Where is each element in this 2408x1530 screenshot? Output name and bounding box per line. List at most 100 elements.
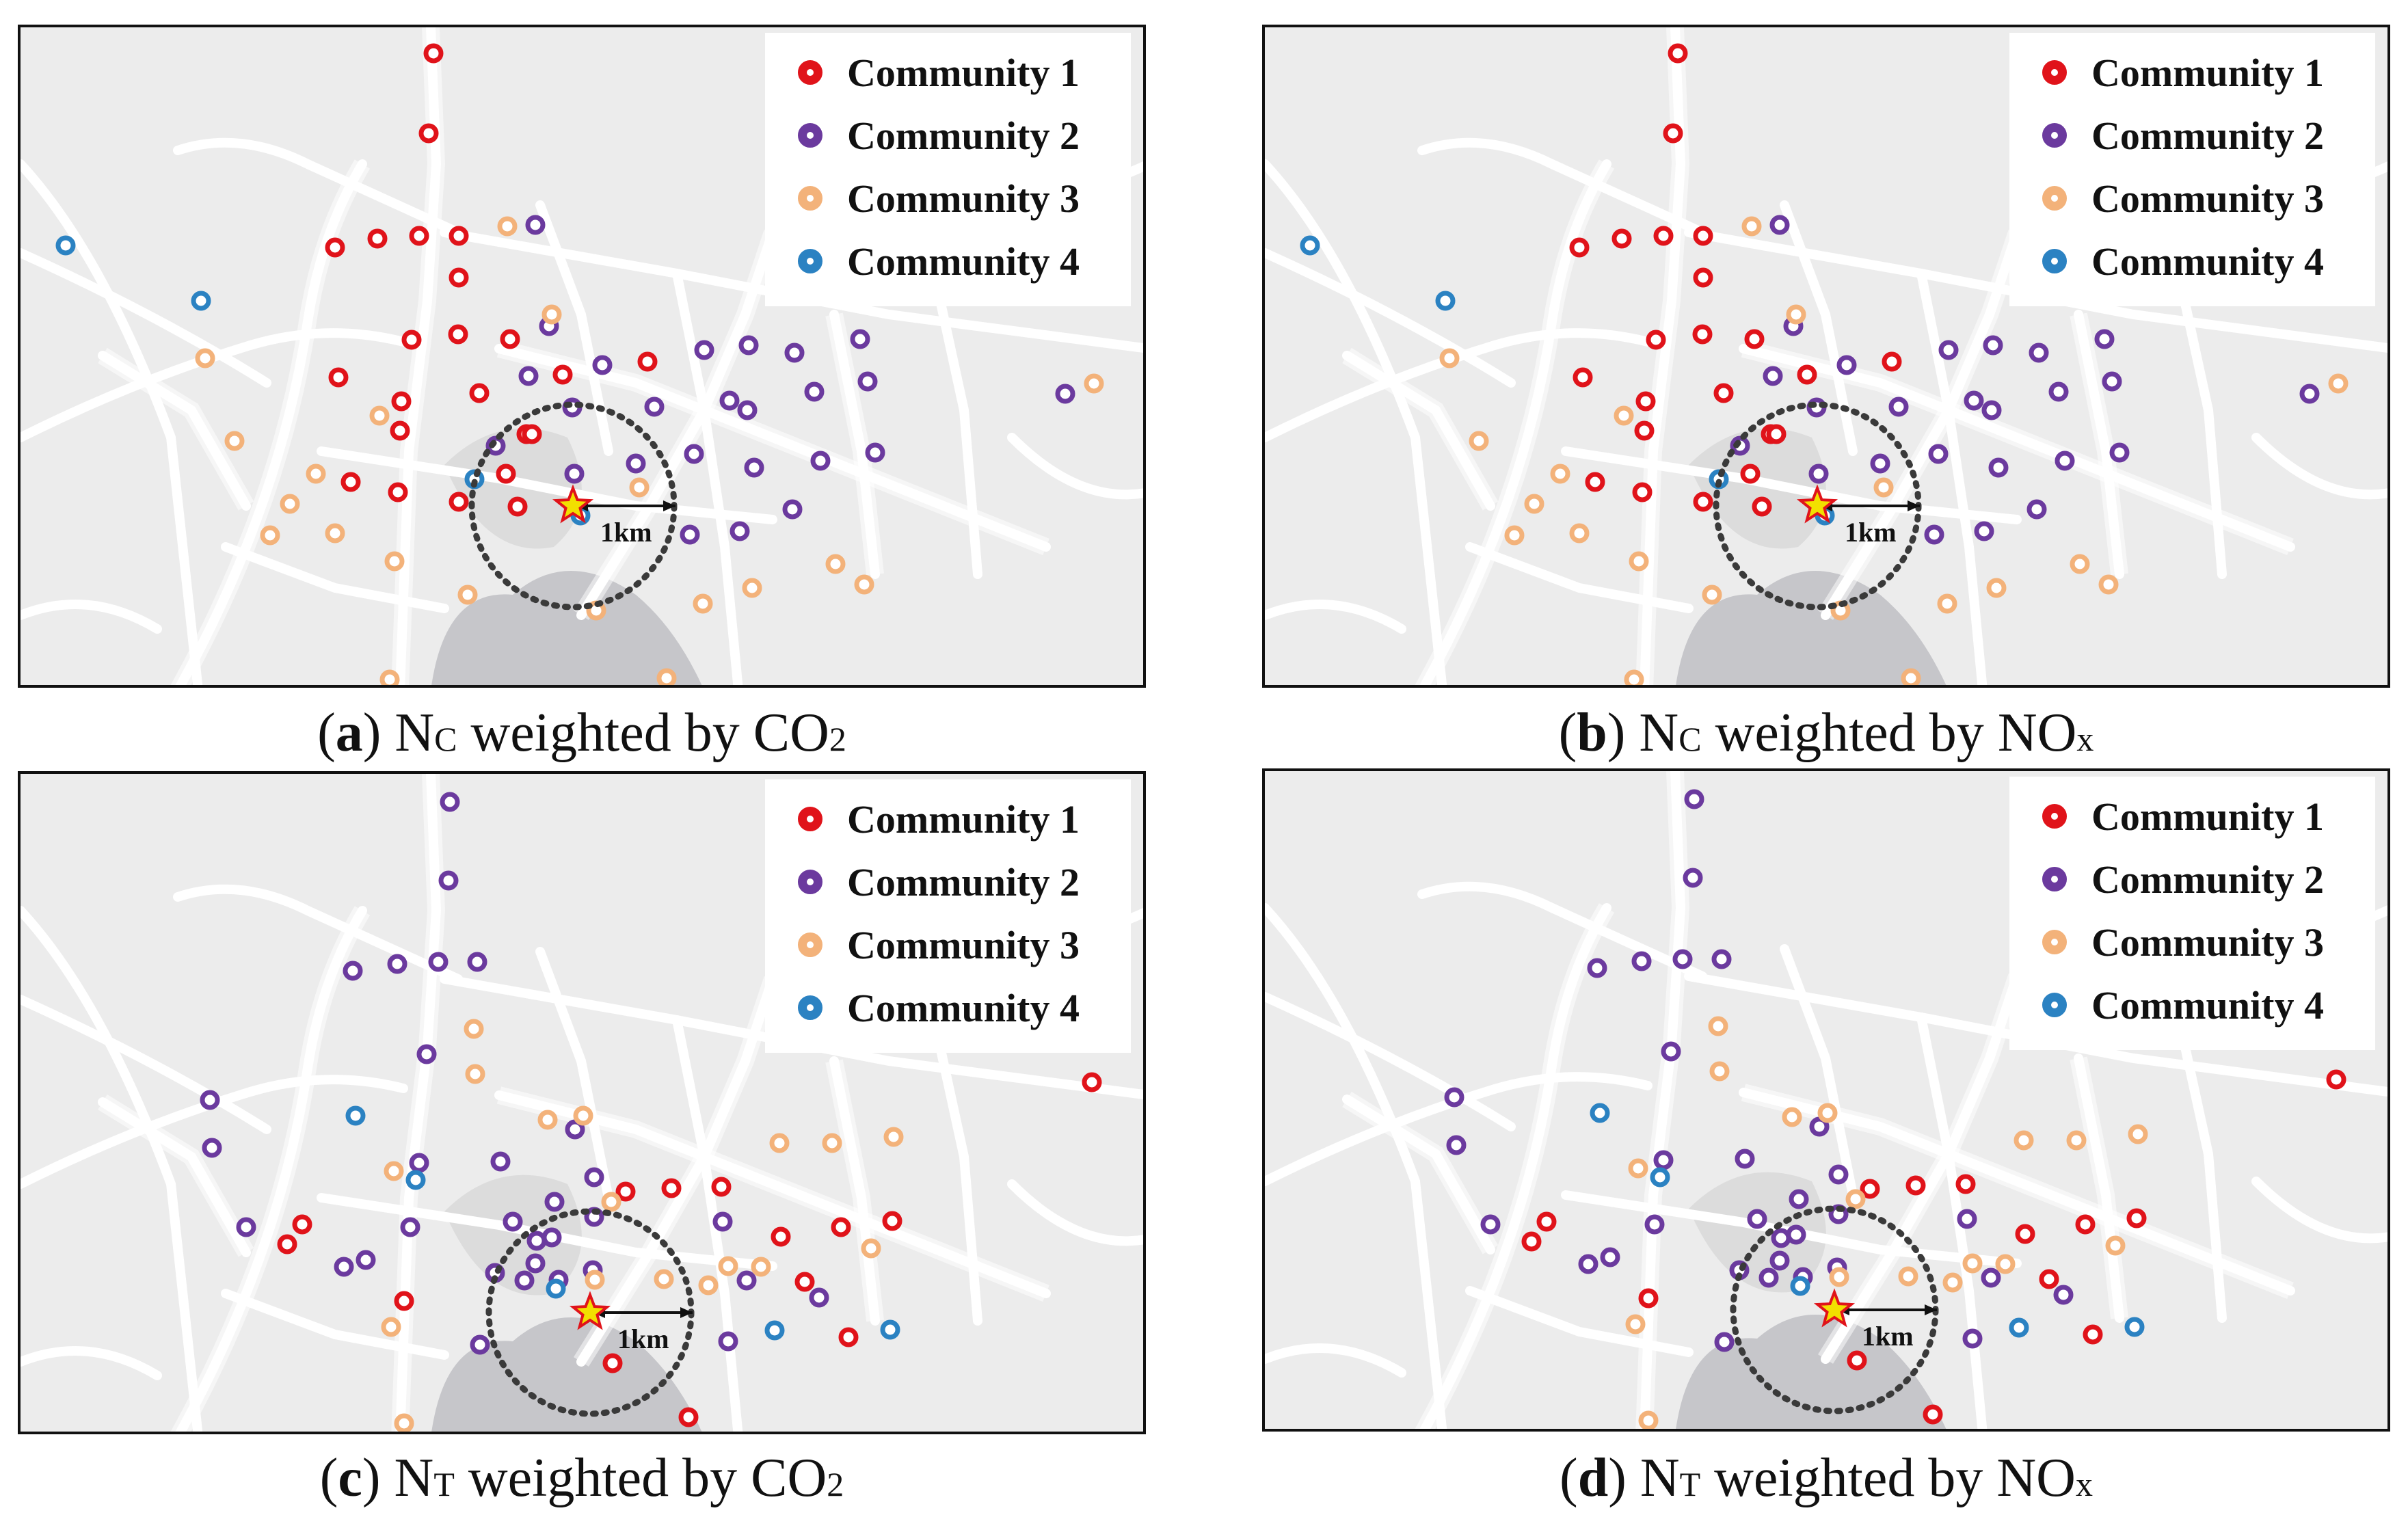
- community-1-station-marker: [1882, 351, 1902, 372]
- community-1-station-marker: [1668, 43, 1688, 64]
- road: [21, 328, 408, 442]
- community-1-station-marker: [507, 496, 528, 517]
- community-2-station-marker: [1924, 524, 1944, 545]
- community-1-station-marker: [449, 267, 469, 288]
- community-3-station-marker: [1524, 494, 1544, 514]
- community-4-station-marker: [2009, 1317, 2029, 1338]
- road: [1265, 248, 1516, 388]
- community-3-station-marker: [1741, 216, 1762, 237]
- community-3-station-marker: [693, 593, 713, 614]
- community-3-ring-icon: [798, 932, 822, 957]
- community-1-station-marker: [1923, 1404, 1943, 1425]
- community-1-station-marker: [1713, 383, 1734, 403]
- map-canvas: 1km: [1265, 771, 2387, 1429]
- legend-item-community-3: Community 3: [798, 171, 1080, 226]
- community-2-station-marker: [440, 792, 460, 812]
- community-4-ring-icon: [2042, 993, 2067, 1017]
- road-wide: [391, 774, 446, 1432]
- legend-item-community-4: Community 4: [798, 234, 1080, 288]
- community-1-station-marker: [838, 1327, 859, 1347]
- community-2-station-marker: [1758, 1267, 1779, 1288]
- road: [1417, 881, 1707, 981]
- map-panel-d: 1km Community 1 Community 2 Community 3 …: [1262, 768, 2390, 1432]
- community-1-station-marker: [771, 1226, 791, 1247]
- community-3-station-marker: [1439, 348, 1460, 368]
- community-1-station-marker: [637, 351, 658, 372]
- road-wide: [391, 27, 446, 685]
- scale-arrow-head-icon: [1908, 500, 1920, 511]
- community-2-station-marker: [850, 329, 870, 349]
- community-1-ring-icon: [2042, 60, 2067, 85]
- community-2-station-marker: [2026, 499, 2047, 520]
- legend-item-community-3: Community 3: [2042, 171, 2324, 226]
- community-2-station-marker: [334, 1257, 354, 1277]
- community-4-station-marker: [1300, 235, 1320, 256]
- scale-arrow-head-icon: [1925, 1304, 1937, 1315]
- community-1-station-marker: [469, 383, 490, 403]
- community-1-station-marker: [1766, 424, 1787, 444]
- road-wide: [170, 159, 371, 685]
- community-3-station-marker: [457, 585, 478, 605]
- community-3-station-marker: [2098, 574, 2119, 595]
- map-canvas: 1km: [21, 774, 1143, 1432]
- community-3-station-marker: [1829, 1267, 1849, 1287]
- legend-item-community-2: Community 2: [2042, 852, 2324, 907]
- community-2-station-marker: [503, 1211, 523, 1232]
- road-wide: [1342, 1091, 1499, 1254]
- map-panel-a: 1km Community 1 Community 2 Community 3 …: [18, 25, 1146, 688]
- community-1-station-marker: [1646, 330, 1666, 350]
- community-1-station-marker: [1573, 367, 1593, 388]
- community-2-station-marker: [565, 1119, 585, 1140]
- community-2-station-marker: [200, 1090, 220, 1110]
- community-2-station-marker: [1981, 400, 2002, 420]
- community-2-station-marker: [428, 952, 449, 972]
- legend-item-community-1: Community 1: [2042, 789, 2324, 844]
- community-2-station-marker: [718, 1331, 738, 1352]
- community-2-ring-icon: [798, 123, 822, 148]
- community-1-station-marker: [1955, 1174, 1976, 1194]
- community-3-station-marker: [742, 578, 762, 598]
- community-2-station-marker: [680, 524, 700, 545]
- road: [2251, 433, 2387, 500]
- community-1-station-marker: [423, 43, 444, 64]
- community-4-station-marker: [1790, 1276, 1810, 1296]
- road: [672, 269, 743, 685]
- community-1-station-marker: [1693, 267, 1713, 288]
- community-2-station-marker: [1988, 457, 2009, 478]
- community-2-station-marker: [626, 453, 646, 474]
- community-1-station-marker: [2015, 1224, 2035, 1244]
- community-1-station-marker: [678, 1407, 699, 1427]
- community-1-station-marker: [388, 482, 408, 502]
- community-1-station-marker: [418, 123, 439, 144]
- community-3-ring-icon: [2042, 186, 2067, 211]
- caption-b: (b) NC weighted by NOx: [1558, 703, 2094, 763]
- community-3-station-marker: [822, 1133, 842, 1153]
- community-1-station-marker: [367, 228, 388, 249]
- community-1-station-marker: [409, 226, 429, 246]
- community-3-station-marker: [260, 525, 280, 546]
- community-2-station-marker: [1938, 340, 1959, 360]
- community-2-station-marker: [857, 371, 878, 392]
- community-2-station-marker: [2109, 442, 2130, 463]
- legend-item-community-1: Community 1: [2042, 45, 2324, 100]
- community-1-station-marker: [2039, 1269, 2059, 1289]
- community-3-station-marker: [751, 1257, 771, 1277]
- road-wide: [1415, 903, 1615, 1429]
- community-2-station-marker: [1661, 1041, 1681, 1062]
- community-1-station-marker: [449, 492, 469, 512]
- community-1-station-marker: [1744, 329, 1765, 349]
- community-2-station-marker: [1747, 1209, 1767, 1229]
- community-3-station-marker: [601, 1192, 621, 1212]
- community-2-station-marker: [1672, 949, 1693, 969]
- community-3-station-marker: [1986, 578, 2007, 598]
- community-1-station-marker: [522, 424, 542, 444]
- community-2-station-marker: [541, 1227, 562, 1248]
- water-body: [1676, 571, 1947, 685]
- community-2-station-marker: [2055, 451, 2075, 471]
- community-1-ring-icon: [798, 807, 822, 831]
- community-2-station-marker: [416, 1044, 437, 1064]
- community-1-station-marker: [340, 472, 361, 492]
- legend-item-community-4: Community 4: [2042, 234, 2324, 288]
- legend-item-community-4: Community 4: [2042, 978, 2324, 1032]
- community-2-station-marker: [236, 1217, 256, 1237]
